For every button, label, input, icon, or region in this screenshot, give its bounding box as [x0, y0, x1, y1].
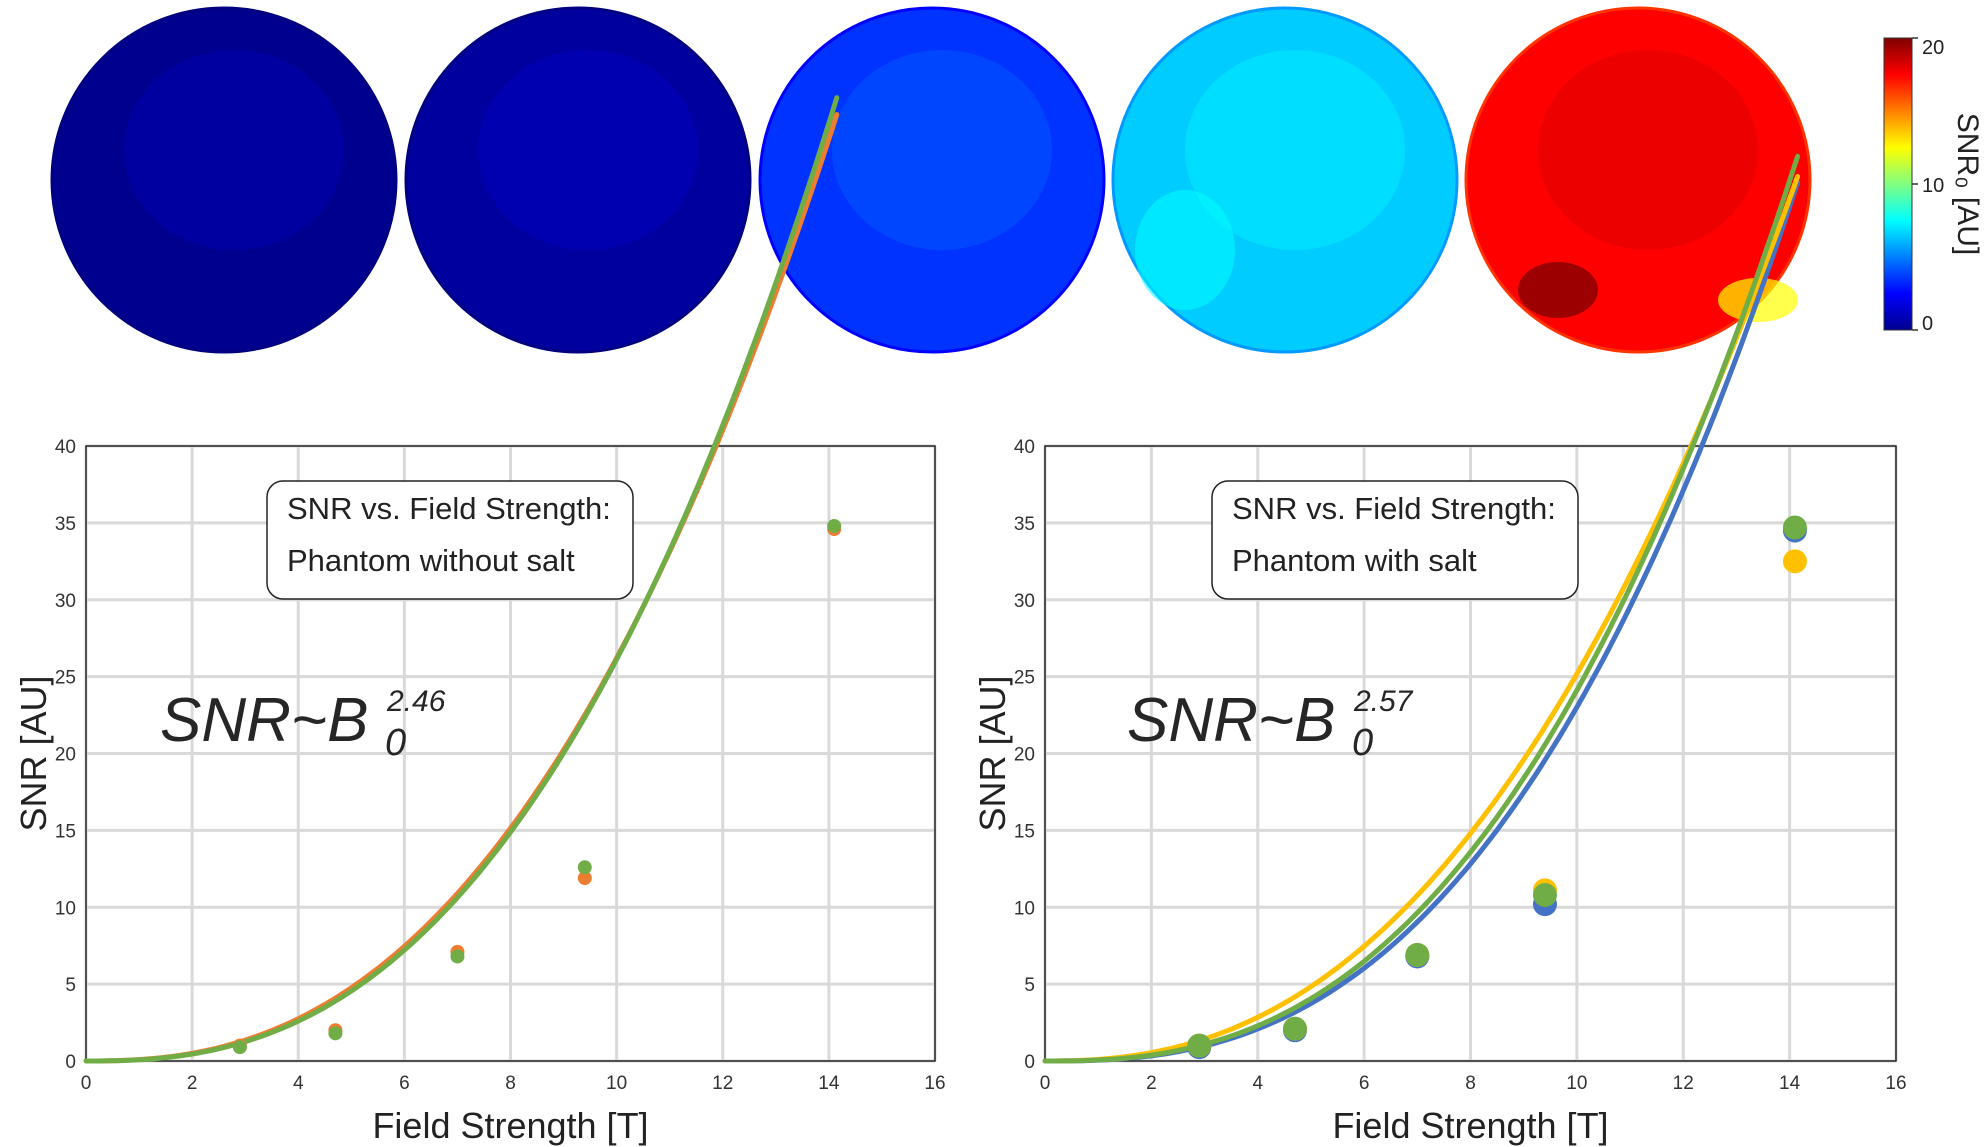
- map-shade: [1538, 50, 1758, 250]
- formula-annotation: SNR~B: [1127, 686, 1335, 755]
- map-shade: [1518, 262, 1598, 318]
- chart-title-box: [266, 480, 634, 600]
- map-disk: [50, 6, 398, 354]
- chart-subtitle: Phantom with salt: [1232, 543, 1477, 578]
- data-point-yellow: [1782, 549, 1807, 574]
- data-point-green: [827, 518, 842, 533]
- fit-line-yellow: [1042, 174, 1801, 1064]
- data-point-green: [577, 860, 592, 875]
- map-shade: [478, 50, 698, 250]
- chart-title: SNR vs. Field Strength:: [1232, 491, 1556, 526]
- colorbar-gradient: [1883, 37, 1913, 331]
- x-tick-label: 4: [1252, 1073, 1263, 1094]
- x-tick-label: 8: [505, 1073, 516, 1094]
- y-tick-label: 0: [65, 1052, 76, 1073]
- colorbar-tick-label: 10: [1922, 175, 1944, 197]
- x-tick-label: 0: [1040, 1073, 1051, 1094]
- y-tick-label: 25: [1014, 668, 1035, 689]
- x-tick-label: 14: [818, 1073, 840, 1094]
- y-tick-label: 0: [1024, 1052, 1035, 1073]
- data-point-green: [1282, 1016, 1307, 1041]
- chart-without-salt: 0 2 4 6 8 10 12 14 16 0 5 10 15 20 25 30 35 40 Field Stren…: [13, 95, 946, 1146]
- x-tick-label: 14: [1779, 1073, 1801, 1094]
- colorbar-tick-label: 20: [1922, 37, 1944, 59]
- formula-exponent: 2.46: [386, 685, 446, 718]
- x-tick-label: 10: [1566, 1073, 1587, 1094]
- y-tick-label: 30: [55, 591, 76, 612]
- map-shade: [124, 50, 344, 250]
- y-tick-label: 35: [55, 514, 76, 535]
- y-tick-label: 15: [55, 821, 76, 842]
- y-tick-label: 35: [1014, 514, 1035, 535]
- x-tick-label: 8: [1465, 1073, 1476, 1094]
- plot-frame: [85, 445, 936, 1062]
- map-disk: [758, 6, 1106, 354]
- data-point-green: [1782, 515, 1807, 540]
- plot-frame: [1044, 445, 1897, 1062]
- y-tick-label: 40: [55, 437, 76, 458]
- chart-title: SNR vs. Field Strength:: [287, 491, 611, 526]
- map-3: [758, 6, 1106, 354]
- colorbar-label: SNR₀ [AU]: [1951, 113, 1984, 255]
- y-tick-label: 30: [1014, 591, 1035, 612]
- x-axis-label: Field Strength [T]: [372, 1105, 648, 1146]
- fit-line-green: [83, 95, 840, 1064]
- x-tick-label: 0: [81, 1073, 92, 1094]
- y-tick-label: 10: [55, 898, 76, 919]
- y-axis-label: SNR [AU]: [13, 675, 54, 831]
- y-tick-label: 40: [1014, 437, 1035, 458]
- data-point-orange: [577, 871, 592, 886]
- colorbar: 20 10 0 SNR₀ [AU]: [1883, 37, 1984, 335]
- map-1: [50, 6, 398, 354]
- chart-subtitle: Phantom without salt: [287, 543, 575, 578]
- data-point-green: [450, 949, 465, 964]
- data-point-green: [1405, 942, 1430, 967]
- data-point-green: [328, 1026, 343, 1041]
- data-point-green: [1187, 1033, 1212, 1058]
- x-tick-label: 2: [187, 1073, 198, 1094]
- x-tick-label: 12: [1673, 1073, 1694, 1094]
- data-point-green: [1532, 882, 1557, 907]
- y-axis-label: SNR [AU]: [972, 675, 1013, 831]
- x-tick-label: 16: [924, 1073, 945, 1094]
- colorbar-tick-label: 0: [1922, 313, 1933, 335]
- chart-with-salt: 0 2 4 6 8 10 12 14 16 0 5 10 15 20 25 30 35 40 Field Stren…: [972, 153, 1907, 1146]
- fit-line-green: [1042, 153, 1801, 1064]
- y-tick-label: 10: [1014, 898, 1035, 919]
- y-tick-label: 5: [1024, 975, 1035, 996]
- map-4: [1111, 6, 1459, 354]
- x-axis-label: Field Strength [T]: [1332, 1105, 1608, 1146]
- formula-subscript: 0: [385, 722, 406, 764]
- x-tick-label: 6: [1359, 1073, 1370, 1094]
- map-shade: [1135, 190, 1235, 310]
- x-tick-label: 16: [1885, 1073, 1906, 1094]
- y-tick-label: 20: [55, 745, 76, 766]
- map-disk: [404, 6, 752, 354]
- x-tick-label: 6: [399, 1073, 410, 1094]
- y-tick-label: 5: [65, 975, 76, 996]
- formula-annotation: SNR~B: [160, 686, 368, 755]
- map-2: [404, 6, 752, 354]
- x-tick-label: 4: [293, 1073, 304, 1094]
- map-shade: [1185, 50, 1405, 250]
- y-tick-label: 20: [1014, 745, 1035, 766]
- formula-exponent: 2.57: [1353, 685, 1414, 718]
- y-tick-label: 25: [55, 668, 76, 689]
- y-tick-label: 15: [1014, 821, 1035, 842]
- x-tick-label: 2: [1146, 1073, 1157, 1094]
- x-tick-label: 10: [606, 1073, 627, 1094]
- data-point-green: [232, 1040, 247, 1055]
- formula-subscript: 0: [1352, 722, 1373, 764]
- snr-maps: [50, 6, 1812, 354]
- map-shade: [832, 50, 1052, 250]
- x-tick-label: 12: [712, 1073, 733, 1094]
- chart-title-box: [1211, 480, 1579, 600]
